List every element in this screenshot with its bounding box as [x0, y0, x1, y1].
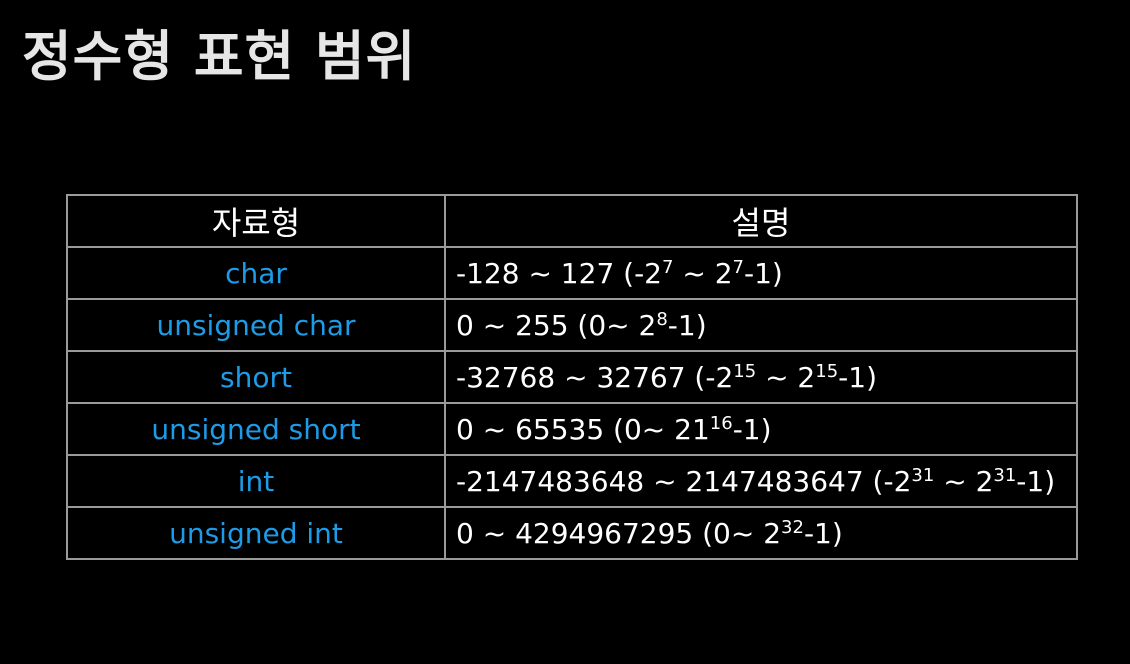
description-text: 0 ~ 255 (0~ 28-1) — [456, 308, 707, 342]
exponent: 7 — [732, 256, 744, 278]
exponent: 32 — [781, 516, 804, 538]
table-row: unsigned char 0 ~ 255 (0~ 28-1) — [66, 298, 1078, 352]
exponent: 7 — [662, 256, 674, 278]
exponent: 15 — [815, 360, 839, 382]
type-cell: unsigned char — [66, 298, 446, 352]
type-cell: char — [66, 246, 446, 300]
description-text: -32768 ~ 32767 (-215 ~ 215-1) — [456, 360, 877, 394]
table-row: char -128 ~ 127 (-27 ~ 27-1) — [66, 246, 1078, 300]
description-cell: -128 ~ 127 (-27 ~ 27-1) — [444, 246, 1078, 300]
table-header-row: 자료형 설명 — [66, 194, 1078, 248]
description-text: 0 ~ 65535 (0~ 2116-1) — [456, 412, 772, 446]
type-cell: int — [66, 454, 446, 508]
description-cell: -2147483648 ~ 2147483647 (-231 ~ 231-1) — [444, 454, 1078, 508]
table-row: unsigned int 0 ~ 4294967295 (0~ 232-1) — [66, 506, 1078, 560]
integer-range-table: 자료형 설명 char -128 ~ 127 (-27 ~ 27-1) unsi… — [66, 194, 1078, 560]
type-cell: unsigned int — [66, 506, 446, 560]
page-title: 정수형 표현 범위 — [22, 25, 417, 88]
table-row: int -2147483648 ~ 2147483647 (-231 ~ 231… — [66, 454, 1078, 508]
description-text: -128 ~ 127 (-27 ~ 27-1) — [456, 256, 783, 290]
type-cell: unsigned short — [66, 402, 446, 456]
description-text: -2147483648 ~ 2147483647 (-231 ~ 231-1) — [456, 464, 1056, 498]
description-cell: 0 ~ 65535 (0~ 2116-1) — [444, 402, 1078, 456]
exponent: 15 — [733, 360, 757, 382]
header-description: 설명 — [444, 194, 1078, 248]
table-row: unsigned short 0 ~ 65535 (0~ 2116-1) — [66, 402, 1078, 456]
exponent: 16 — [709, 412, 733, 434]
description-cell: 0 ~ 255 (0~ 28-1) — [444, 298, 1078, 352]
table-row: short -32768 ~ 32767 (-215 ~ 215-1) — [66, 350, 1078, 404]
description-text: 0 ~ 4294967295 (0~ 232-1) — [456, 516, 843, 550]
description-cell: 0 ~ 4294967295 (0~ 232-1) — [444, 506, 1078, 560]
exponent: 31 — [911, 464, 935, 486]
exponent: 8 — [656, 308, 668, 330]
description-cell: -32768 ~ 32767 (-215 ~ 215-1) — [444, 350, 1078, 404]
type-cell: short — [66, 350, 446, 404]
exponent: 31 — [993, 464, 1017, 486]
header-type: 자료형 — [66, 194, 446, 248]
